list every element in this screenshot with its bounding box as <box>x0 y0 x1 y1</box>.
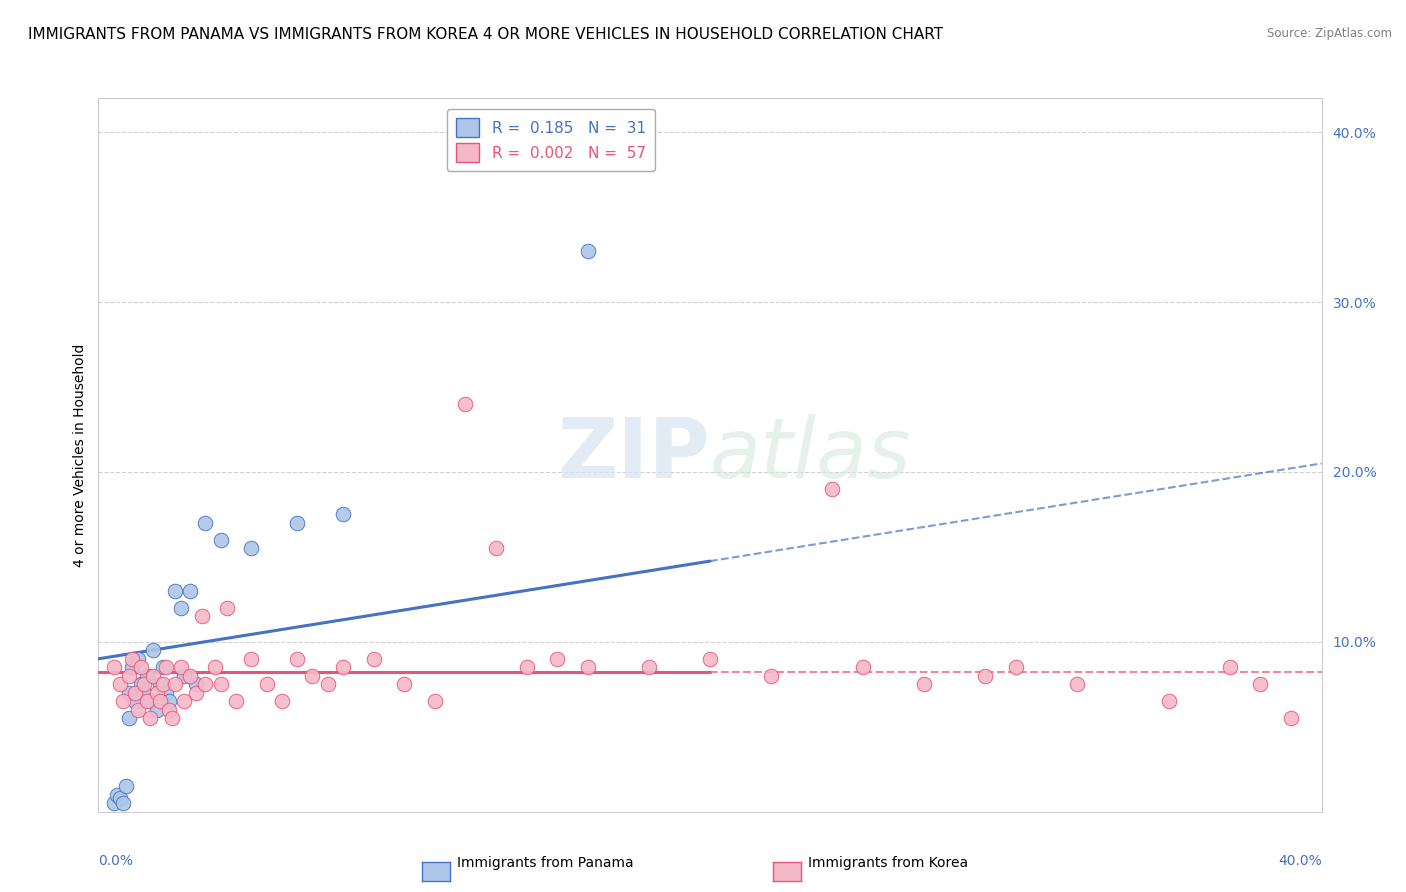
Point <box>1157 694 1180 708</box>
Point <box>485 541 508 556</box>
Point <box>134 686 156 700</box>
Point <box>332 508 354 522</box>
Point <box>186 677 208 691</box>
Point <box>163 583 186 598</box>
Point <box>124 694 146 708</box>
Point <box>163 677 186 691</box>
Point <box>142 643 165 657</box>
Point <box>240 652 263 666</box>
Point <box>139 694 162 708</box>
Point <box>111 796 134 810</box>
Point <box>363 652 385 666</box>
Text: 40.0%: 40.0% <box>1278 855 1322 868</box>
Point <box>136 669 159 683</box>
Text: 0.0%: 0.0% <box>98 855 134 868</box>
Y-axis label: 4 or more Vehicles in Household: 4 or more Vehicles in Household <box>73 343 87 566</box>
Point <box>301 669 323 683</box>
Point <box>121 652 143 666</box>
Point <box>157 694 180 708</box>
Point <box>576 660 599 674</box>
Point <box>170 600 193 615</box>
Point <box>121 660 143 674</box>
Point <box>186 686 208 700</box>
Point <box>145 703 167 717</box>
Point <box>152 677 174 691</box>
Point <box>170 660 193 674</box>
Point <box>139 711 162 725</box>
Point <box>637 660 661 674</box>
Point <box>1249 677 1271 691</box>
Point <box>912 677 935 691</box>
Point <box>118 669 141 683</box>
Point <box>270 694 292 708</box>
Text: ZIP: ZIP <box>558 415 710 495</box>
Point <box>103 796 125 810</box>
Point <box>852 660 875 674</box>
Text: atlas: atlas <box>710 415 911 495</box>
Point <box>516 660 538 674</box>
Point <box>759 669 782 683</box>
Point <box>149 677 172 691</box>
Point <box>127 703 149 717</box>
Point <box>111 694 134 708</box>
Point <box>149 694 172 708</box>
Point <box>209 677 232 691</box>
Point <box>576 244 599 258</box>
Point <box>204 660 226 674</box>
Point <box>1004 660 1026 674</box>
Point <box>103 660 125 674</box>
Point <box>699 652 721 666</box>
Point <box>118 686 141 700</box>
Point <box>155 660 177 674</box>
Point <box>454 397 477 411</box>
Point <box>256 677 278 691</box>
Point <box>194 516 217 530</box>
Point <box>155 686 177 700</box>
Point <box>240 541 263 556</box>
Point <box>316 677 339 691</box>
Point <box>215 600 238 615</box>
Point <box>108 791 131 805</box>
Point <box>974 669 997 683</box>
Point <box>1279 711 1302 725</box>
Point <box>129 677 152 691</box>
Point <box>127 652 149 666</box>
Point <box>129 660 152 674</box>
Legend: R =  0.185   N =  31, R =  0.002   N =  57: R = 0.185 N = 31, R = 0.002 N = 57 <box>447 110 655 171</box>
Point <box>1066 677 1088 691</box>
Point <box>108 677 131 691</box>
Point <box>173 669 195 683</box>
Point <box>225 694 247 708</box>
Text: Immigrants from Korea: Immigrants from Korea <box>808 855 969 870</box>
Point <box>332 660 354 674</box>
Point <box>285 516 308 530</box>
Point <box>115 779 138 793</box>
Text: Source: ZipAtlas.com: Source: ZipAtlas.com <box>1267 27 1392 40</box>
Point <box>1219 660 1241 674</box>
Text: Immigrants from Panama: Immigrants from Panama <box>457 855 634 870</box>
Point <box>136 694 159 708</box>
Text: IMMIGRANTS FROM PANAMA VS IMMIGRANTS FROM KOREA 4 OR MORE VEHICLES IN HOUSEHOLD : IMMIGRANTS FROM PANAMA VS IMMIGRANTS FRO… <box>28 27 943 42</box>
Point <box>821 482 844 496</box>
Point <box>173 694 195 708</box>
Point <box>179 583 201 598</box>
Point <box>105 788 128 802</box>
Point <box>285 652 308 666</box>
Point <box>392 677 416 691</box>
Point <box>157 703 180 717</box>
Point <box>179 669 201 683</box>
Point <box>118 711 141 725</box>
Point <box>160 711 183 725</box>
Point <box>423 694 446 708</box>
Point <box>124 686 146 700</box>
Point <box>152 660 174 674</box>
Point <box>194 677 217 691</box>
Point <box>546 652 568 666</box>
Point <box>191 609 214 624</box>
Point <box>209 533 232 547</box>
Point <box>134 677 156 691</box>
Point <box>142 669 165 683</box>
Point <box>145 686 167 700</box>
